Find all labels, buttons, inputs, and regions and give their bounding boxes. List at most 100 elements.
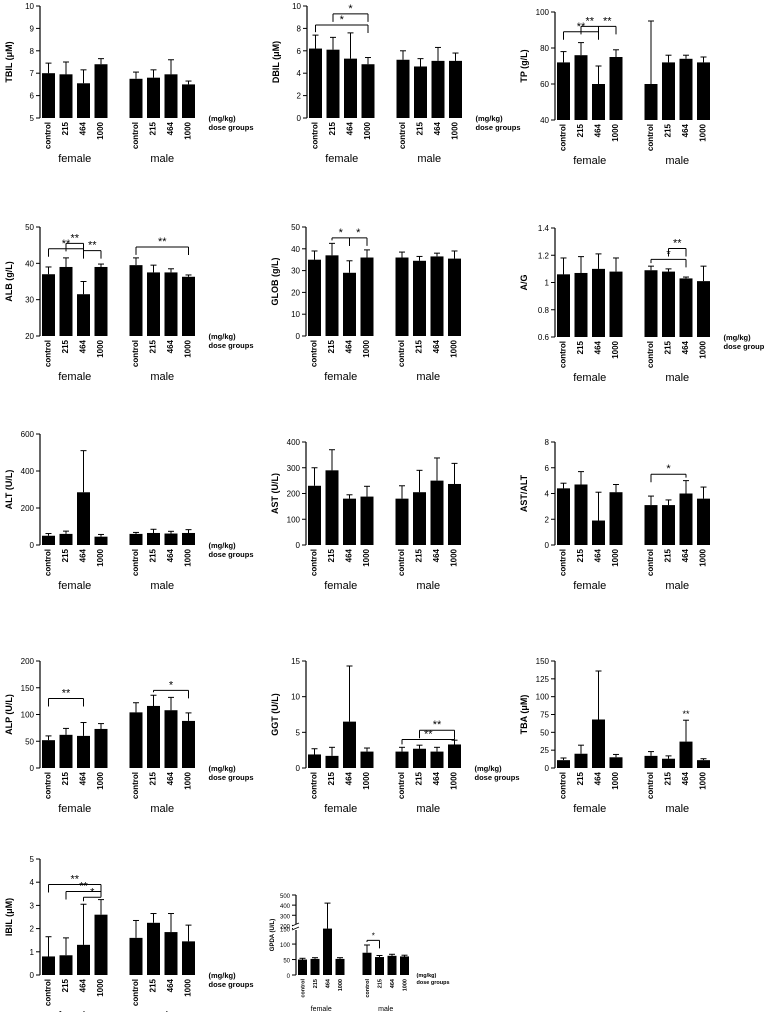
category-tick-label: control — [310, 772, 319, 799]
category-tick-label: 464 — [594, 123, 603, 137]
y-tick-label: 0 — [30, 541, 35, 550]
category-tick-label: 1000 — [450, 548, 459, 566]
category-tick-label: 1000 — [184, 121, 193, 139]
y-tick-label: 8 — [545, 438, 550, 447]
category-tick-label: 215 — [664, 771, 673, 785]
bar — [400, 956, 409, 975]
category-tick-label: 215 — [664, 340, 673, 354]
bar — [395, 257, 409, 336]
y-tick-label: 40 — [540, 116, 549, 125]
category-tick-label: 1000 — [699, 123, 708, 141]
bar — [557, 62, 570, 120]
significance-label: * — [339, 227, 344, 239]
category-tick-label: 464 — [345, 771, 354, 785]
bar — [609, 757, 623, 768]
category-tick-label: control — [44, 122, 53, 149]
y-tick-label: 10 — [292, 2, 301, 11]
y-tick-label: 8 — [297, 24, 302, 33]
bar — [335, 958, 345, 975]
significance-label: * — [348, 3, 353, 15]
group-label: male — [150, 580, 174, 592]
group-label: male — [150, 1010, 174, 1012]
category-tick-label: 1000 — [362, 339, 371, 357]
bar — [59, 74, 73, 118]
bar — [77, 735, 90, 768]
bar — [679, 741, 693, 768]
category-tick-label: 215 — [415, 548, 424, 562]
category-tick-label: 464 — [79, 121, 88, 135]
group-label: female — [324, 371, 357, 383]
category-tick-label: control — [310, 549, 319, 576]
y-tick-label: 0 — [296, 332, 301, 341]
y-tick-label: 60 — [540, 80, 549, 89]
category-tick-label: 215 — [378, 979, 384, 988]
category-tick-label: 1000 — [96, 121, 105, 139]
bar — [395, 498, 409, 545]
chart-panel-3: 20 30 40 50 ALB (g/L) control 215 464 1000 female… — [4, 223, 254, 383]
bar — [326, 49, 340, 118]
category-tick-label: 215 — [149, 978, 158, 992]
bar — [94, 728, 108, 768]
bar — [557, 760, 570, 768]
bar — [644, 755, 658, 768]
significance-label: * — [372, 931, 375, 940]
bar — [413, 260, 426, 336]
axis-break-mark — [291, 926, 300, 931]
significance-label: ** — [424, 728, 433, 740]
bar — [662, 505, 675, 545]
y-tick-label: 400 — [287, 438, 301, 447]
chart-panel-11: 0 25 50 75 100 125 150 TBA (μM) control 215 464 100… — [519, 657, 710, 815]
group-label: male — [416, 580, 440, 592]
bar — [182, 532, 195, 545]
group-label: female — [324, 803, 357, 815]
y-axis-label: GGT (U/L) — [270, 693, 280, 736]
y-tick-label: 0 — [545, 764, 550, 773]
dose-unit-label: (mg/kg) — [209, 332, 237, 341]
y-tick-label: 1 — [545, 279, 550, 288]
group-label: male — [665, 372, 689, 384]
category-tick-label: 1000 — [611, 123, 620, 141]
bar — [129, 712, 143, 768]
bar — [414, 66, 427, 118]
y-tick-label: 30 — [291, 267, 300, 276]
category-tick-label: 215 — [61, 771, 70, 785]
significance-label: ** — [603, 15, 612, 27]
bar — [325, 470, 339, 545]
category-tick-label: 215 — [61, 339, 70, 353]
y-axis-label: TP (g/L) — [519, 49, 529, 82]
bar — [77, 492, 90, 545]
bar — [343, 721, 356, 768]
bar — [59, 734, 73, 768]
y-tick-label: 1.4 — [538, 224, 550, 233]
bar — [448, 483, 461, 545]
bar — [592, 719, 605, 768]
y-tick-label: 125 — [536, 675, 550, 684]
bar — [129, 937, 143, 975]
category-tick-label: 464 — [79, 978, 88, 992]
category-tick-label: 215 — [149, 121, 158, 135]
bar — [129, 533, 143, 545]
category-tick-label: 1000 — [450, 339, 459, 357]
bar — [644, 270, 658, 337]
category-tick-label: control — [646, 549, 655, 576]
y-tick-label: 0 — [30, 764, 35, 773]
group-label: male — [416, 803, 440, 815]
y-tick-label: 200 — [280, 924, 291, 930]
y-tick-label: 50 — [283, 959, 290, 965]
dose-unit-label: (mg/kg) — [475, 764, 503, 773]
bar — [147, 705, 160, 768]
category-tick-label: 215 — [327, 339, 336, 353]
y-tick-label: 4 — [30, 878, 35, 887]
bar — [343, 498, 356, 545]
y-tick-label: 10 — [291, 310, 300, 319]
bar — [697, 62, 710, 120]
category-tick-label: 215 — [313, 979, 319, 988]
category-tick-label: 1000 — [184, 978, 193, 996]
y-tick-label: 50 — [25, 737, 34, 746]
category-tick-label: 1000 — [451, 121, 460, 139]
bar — [396, 59, 410, 118]
y-tick-label: 0 — [296, 764, 301, 773]
